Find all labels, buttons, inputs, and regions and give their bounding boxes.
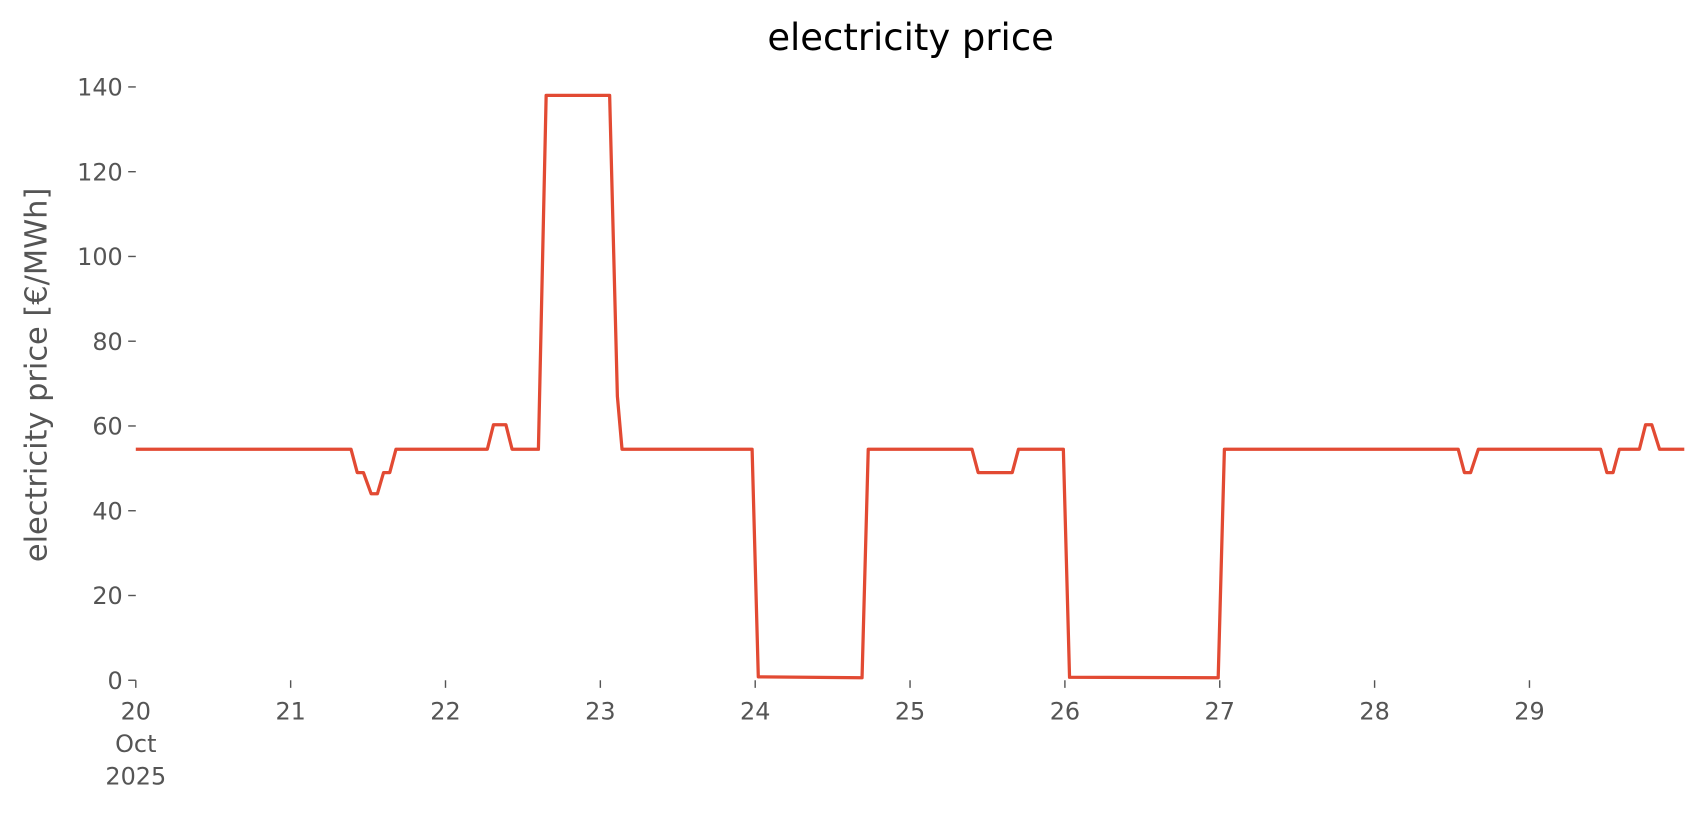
y-tick-label: 60 xyxy=(92,413,122,441)
y-tick-label: 120 xyxy=(77,158,123,186)
x-tick-label: 27 xyxy=(1205,697,1235,725)
y-tick-label: 100 xyxy=(77,243,123,271)
x-tick-label: 20 Oct 2025 xyxy=(105,697,166,790)
x-tick-label: 22 xyxy=(430,697,460,725)
chart-title: electricity price xyxy=(767,16,1054,59)
y-tick-label: 20 xyxy=(92,582,122,610)
y-tick-label: 140 xyxy=(77,74,123,102)
x-tick-label: 25 xyxy=(895,697,925,725)
x-tick-label: 23 xyxy=(585,697,615,725)
y-tick-label: 80 xyxy=(92,328,122,356)
y-tick-label: 0 xyxy=(108,667,123,695)
x-tick-label: 24 xyxy=(740,697,770,725)
x-tick-label: 28 xyxy=(1359,697,1389,725)
x-tick-label: 26 xyxy=(1050,697,1080,725)
x-tick-label: 29 xyxy=(1514,697,1544,725)
y-tick-label: 40 xyxy=(92,497,122,525)
price-line xyxy=(135,93,1685,680)
x-tick-label: 21 xyxy=(275,697,305,725)
y-axis-label: electricity price [€/MWh] xyxy=(20,188,55,562)
